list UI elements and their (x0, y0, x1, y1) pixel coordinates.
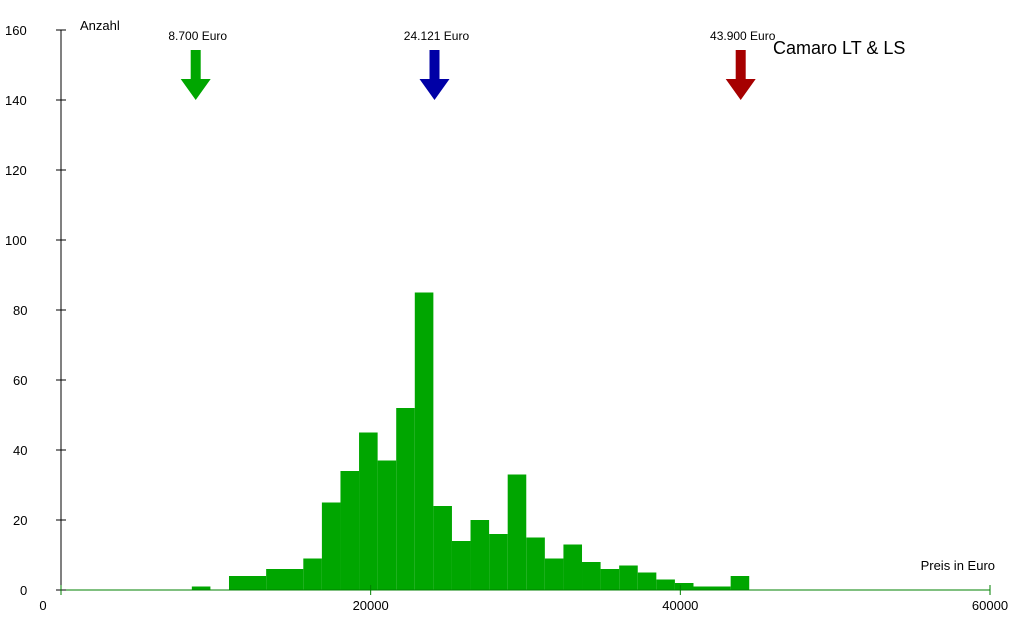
chart-title: Camaro LT & LS (773, 38, 905, 58)
histogram-bar (340, 471, 360, 590)
y-tick-label: 80 (13, 303, 27, 318)
histogram-bar (321, 502, 341, 590)
y-tick-label: 160 (5, 23, 27, 38)
histogram-bar (674, 583, 694, 590)
histogram-bar (544, 558, 564, 590)
histogram-bar (470, 520, 490, 590)
histogram-bar (396, 408, 415, 590)
histogram-bar (489, 534, 508, 590)
histogram-bar (377, 460, 397, 590)
y-tick-label: 140 (5, 93, 27, 108)
histogram-bar (637, 572, 657, 590)
y-tick-label: 60 (13, 373, 27, 388)
y-tick-label: 100 (5, 233, 27, 248)
price-marker-arrow (725, 50, 756, 100)
histogram-bar (582, 562, 601, 590)
y-axis-title: Anzahl (80, 18, 120, 33)
axes: 0 20 40 60 80 100 120 140 160 0 20000 40000 60000 (5, 23, 1008, 613)
x-tick-label: 20000 (353, 598, 389, 613)
histogram-bars (191, 292, 750, 590)
x-tick-label: 0 (39, 598, 46, 613)
price-markers: 8.700 Euro 24.121 Euro 43.900 Euro (168, 29, 776, 100)
histogram-bar (433, 506, 452, 590)
histogram-bar (600, 569, 620, 590)
histogram-bar (730, 576, 750, 590)
y-tick-label: 20 (13, 513, 27, 528)
y-tick-label: 40 (13, 443, 27, 458)
price-marker-label: 8.700 Euro (168, 29, 227, 43)
y-tick-label: 120 (5, 163, 27, 178)
histogram-bar (526, 537, 545, 590)
histogram-bar (451, 541, 471, 590)
price-marker-arrow (419, 50, 450, 100)
price-marker-arrow (180, 50, 211, 100)
histogram-bar (693, 586, 731, 590)
histogram-bar (656, 579, 675, 590)
price-marker-label: 43.900 Euro (710, 29, 776, 43)
histogram-bar (507, 474, 527, 590)
x-tick-label: 40000 (662, 598, 698, 613)
histogram-bar (303, 558, 322, 590)
x-axis-title: Preis in Euro (921, 558, 995, 573)
histogram-bar (414, 292, 434, 590)
x-tick-label: 60000 (972, 598, 1008, 613)
histogram-bar (266, 569, 304, 590)
histogram-bar (228, 576, 267, 590)
histogram-bar (619, 565, 638, 590)
histogram-bar (359, 432, 378, 590)
y-tick-label: 0 (20, 583, 27, 598)
histogram-bar (563, 544, 583, 590)
histogram-bar (191, 586, 211, 590)
price-marker-label: 24.121 Euro (404, 29, 470, 43)
